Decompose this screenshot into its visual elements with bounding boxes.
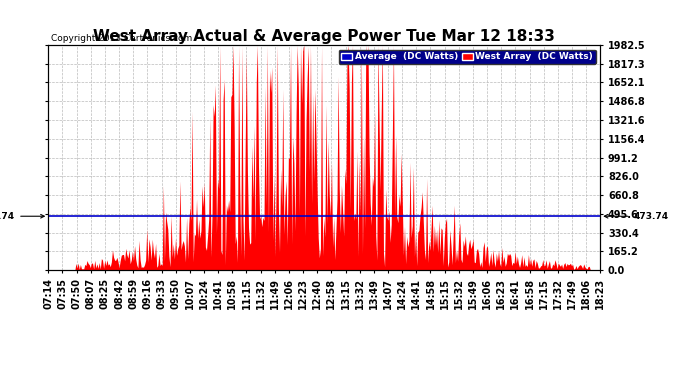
Title: West Array Actual & Average Power Tue Mar 12 18:33: West Array Actual & Average Power Tue Ma… [93, 29, 555, 44]
Text: Copyright 2013 Cartronics.com: Copyright 2013 Cartronics.com [51, 34, 193, 43]
Text: 473.74: 473.74 [604, 212, 669, 221]
Text: 473.74: 473.74 [0, 212, 44, 221]
Legend: Average  (DC Watts), West Array  (DC Watts): Average (DC Watts), West Array (DC Watts… [339, 50, 595, 64]
